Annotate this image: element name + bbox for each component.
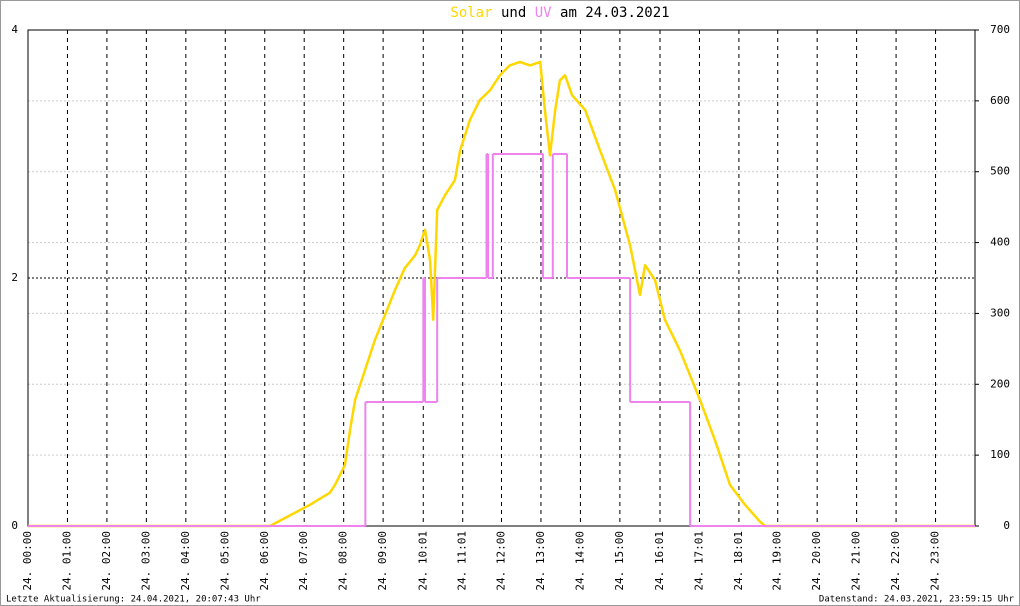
title-date: am 24.03.2021 [560,5,670,21]
x-tick-label: 24. 00:00 [21,531,34,591]
x-tick-label: 24. 08:00 [337,531,350,591]
x-tick-label: 24. 22:00 [889,531,902,591]
y2-tick-label: 400 [990,236,1010,249]
x-tick-label: 24. 03:00 [139,531,152,591]
title-joiner: und [501,5,526,21]
y2-tick-label: 0 [1003,519,1010,532]
plot-frame [27,29,976,527]
y-tick-label: 4 [11,23,18,36]
footer-right: Datenstand: 24.03.2021, 23:59:15 Uhr [819,595,1015,605]
x-tick-label: 24. 21:00 [850,531,863,591]
x-tick-label: 24. 23:00 [929,531,942,591]
y2-tick-label: 700 [990,23,1010,36]
chart-title: Solar und UV am 24.03.2021 [450,5,669,21]
x-tick-label: 24. 09:00 [376,531,389,591]
x-tick-label: 24. 06:00 [258,531,271,591]
x-tick-label: 24. 16:01 [653,531,666,591]
y2-tick-label: 100 [990,448,1010,461]
x-tick-label: 24. 10:01 [416,531,429,591]
y2-tick-label: 200 [990,377,1010,390]
y-tick-label: 2 [11,271,18,284]
y-tick-label: 0 [11,519,18,532]
title-solar: Solar [450,5,492,21]
x-tick-label: 24. 18:01 [732,531,745,591]
x-tick-label: 24. 07:00 [297,531,310,591]
x-tick-label: 24. 17:01 [692,531,705,591]
y2-tick-label: 300 [990,306,1010,319]
solar-line [28,60,975,528]
x-tick-label: 24. 11:01 [456,531,469,591]
x-tick-label: 24. 05:00 [218,531,231,591]
footer-left: Letzte Aktualisierung: 24.04.2021, 20:07… [6,595,261,605]
x-tick-label: 24. 13:00 [534,531,547,591]
x-tick-label: 24. 20:00 [810,531,823,591]
x-tick-label: 24. 14:00 [573,531,586,591]
y2-tick-label: 600 [990,94,1010,107]
x-tick-label: 24. 04:00 [179,531,192,591]
x-tick-label: 24. 01:00 [60,531,73,591]
y2-tick-label: 500 [990,165,1010,178]
x-tick-label: 24. 02:00 [100,531,113,591]
x-tick-label: 24. 19:00 [771,531,784,591]
x-tick-label: 24. 12:00 [495,531,508,591]
title-uv: UV [535,5,552,21]
x-tick-label: 24. 15:00 [613,531,626,591]
